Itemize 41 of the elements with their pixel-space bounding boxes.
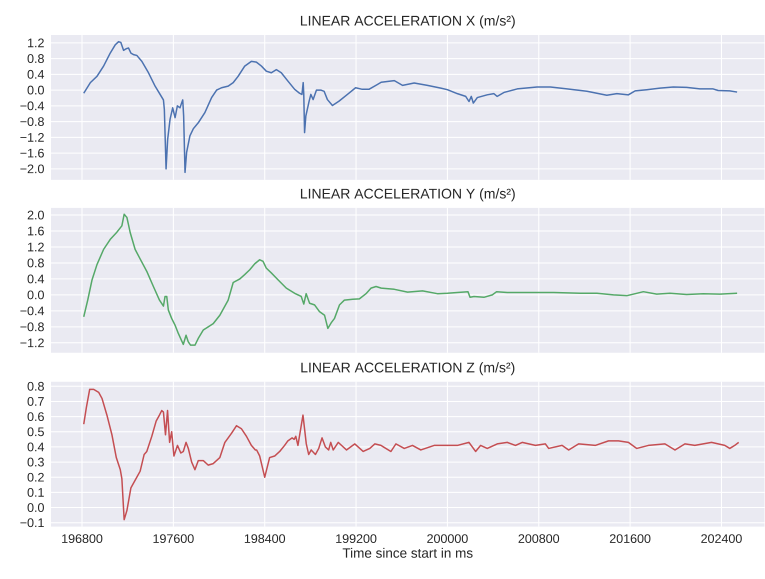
y-tick-label: 0.1 bbox=[28, 488, 44, 498]
y-tick-label: 0.8 bbox=[28, 258, 44, 268]
y-tick-label: 0.8 bbox=[28, 382, 44, 391]
line-series bbox=[82, 41, 738, 174]
chart-title: LINEAR ACCELERATION X (m/s²) bbox=[300, 16, 515, 29]
x-tick-label: 197600 bbox=[153, 534, 194, 544]
y-tick-label: 0.0 bbox=[28, 503, 44, 512]
y-tick-label: −2.0 bbox=[20, 164, 44, 174]
y-tick-label: 0.0 bbox=[28, 86, 44, 95]
chart-title: LINEAR ACCELERATION Z (m/s²) bbox=[301, 362, 514, 376]
chart-title: LINEAR ACCELERATION Y (m/s²) bbox=[300, 188, 515, 202]
y-tick-label: −0.8 bbox=[20, 117, 44, 126]
y-tick-label: 0.3 bbox=[28, 458, 44, 467]
x-tick-label: 196800 bbox=[62, 534, 102, 544]
y-tick-label: −0.4 bbox=[20, 306, 44, 316]
y-tick-label: 0.7 bbox=[28, 397, 44, 406]
y-tick-label: 0.8 bbox=[28, 54, 44, 64]
x-tick-label: 201600 bbox=[610, 534, 650, 544]
y-tick-label: −0.8 bbox=[20, 322, 44, 332]
y-tick-label: 0.2 bbox=[28, 473, 44, 482]
y-tick-label: 1.2 bbox=[28, 38, 44, 48]
y-tick-label: −1.2 bbox=[20, 338, 44, 348]
x-tick-label: 202400 bbox=[701, 534, 742, 544]
y-tick-label: −1.2 bbox=[20, 133, 44, 142]
y-tick-label: 0.4 bbox=[28, 442, 44, 452]
x-tick-label: 199200 bbox=[336, 534, 376, 544]
y-tick-label: −0.4 bbox=[20, 102, 44, 110]
x-tick-label: 198400 bbox=[244, 534, 286, 544]
y-tick-label: −1.6 bbox=[20, 148, 44, 158]
x-tick-label: 200000 bbox=[427, 534, 468, 544]
x-tick-label: 200800 bbox=[518, 534, 560, 544]
y-tick-label: 1.2 bbox=[28, 242, 44, 252]
y-tick-label: 0.4 bbox=[28, 70, 44, 79]
y-tick-label: 1.6 bbox=[28, 226, 44, 236]
y-tick-label: 2.0 bbox=[28, 210, 44, 220]
y-tick-label: 0.6 bbox=[28, 412, 44, 422]
x-axis-title: Time since start in ms bbox=[342, 548, 473, 558]
y-tick-label: 0.4 bbox=[28, 274, 44, 284]
y-tick-label: 0.5 bbox=[28, 428, 44, 436]
y-tick-label: 0.0 bbox=[28, 290, 44, 300]
y-tick-label: −0.1 bbox=[20, 518, 44, 528]
